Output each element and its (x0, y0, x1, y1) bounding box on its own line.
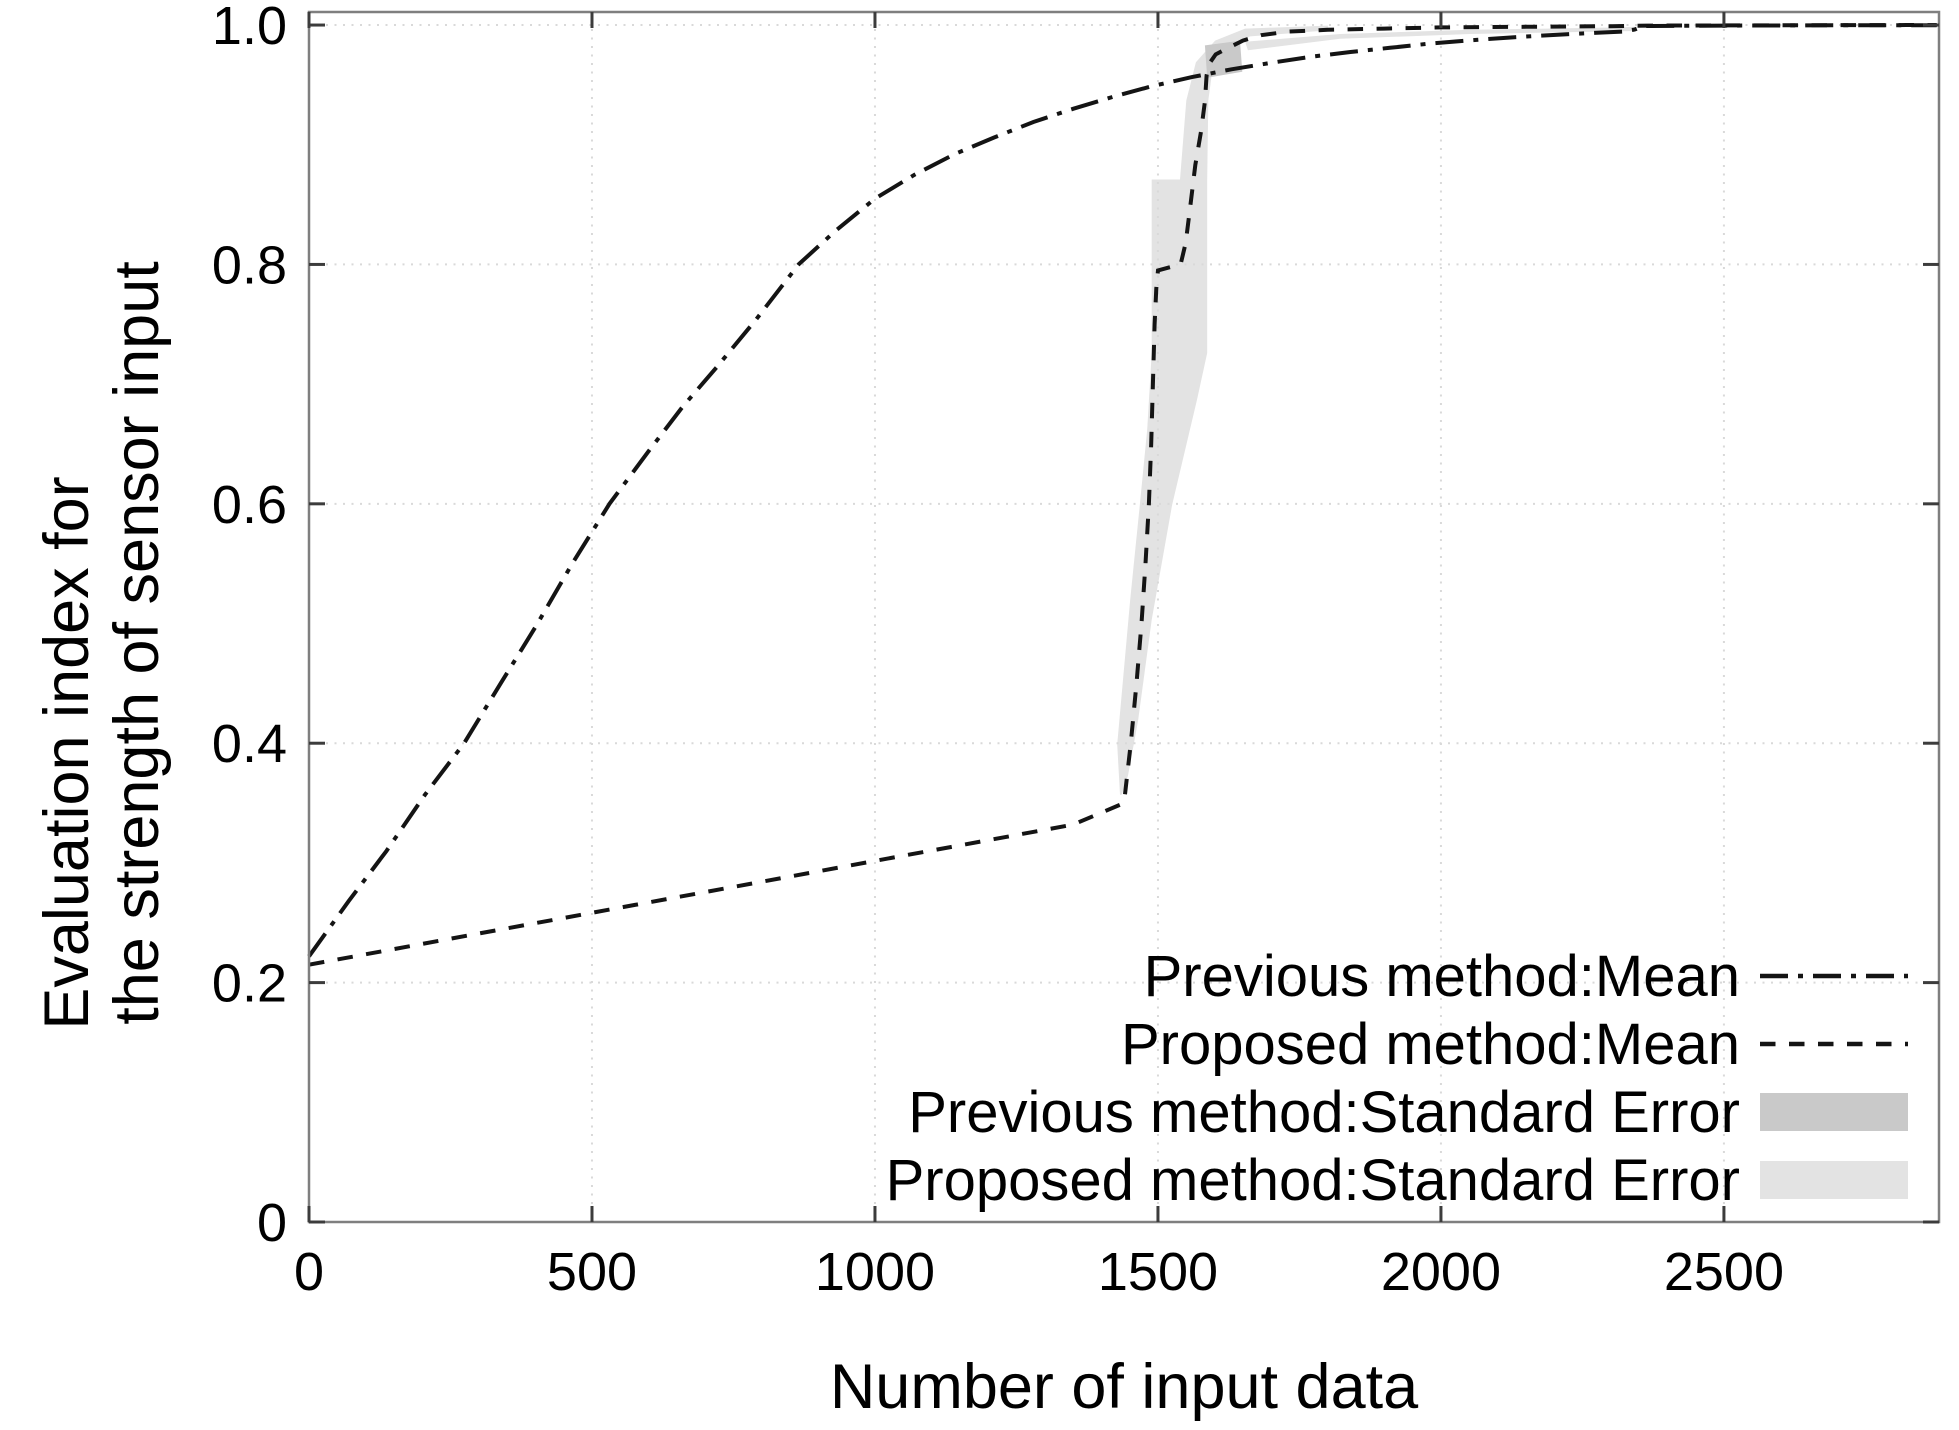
legend-entry: Previous method:Mean (1144, 944, 1908, 1009)
legend-entry: Proposed method:Mean (1121, 1012, 1908, 1077)
mean-curves (307, 23, 1937, 967)
y-tick-label: 1.0 (212, 0, 287, 56)
legend-entry: Previous method:Standard Error (908, 1080, 1908, 1145)
plot-frame (307, 10, 1941, 1224)
tick-labels: 0 500 1000 1500 2000 2500 0 0.2 0.4 0.6 0.8 1.0 (212, 0, 1784, 1302)
x-axis-title: Number of input data (830, 1352, 1419, 1422)
x-tick-label: 500 (547, 1242, 637, 1302)
gridlines (309, 12, 1939, 1222)
y-tick-label: 0 (257, 1193, 287, 1253)
legend-label: Previous method:Standard Error (908, 1080, 1740, 1145)
x-tick-label: 0 (294, 1242, 324, 1302)
legend-entry: Proposed method:Standard Error (886, 1148, 1908, 1213)
legend-sample-swatch (1760, 1093, 1908, 1131)
band-proposed-method-standard-error (1245, 26, 1636, 51)
legend-label: Proposed method:Mean (1121, 1012, 1740, 1077)
band-proposed-method-standard-error (1117, 25, 1328, 795)
legend-label: Proposed method:Standard Error (886, 1148, 1740, 1213)
x-tick-label: 2500 (1664, 1242, 1784, 1302)
x-tick-label: 2000 (1381, 1242, 1501, 1302)
axis-ticks (307, 12, 1939, 1224)
y-tick-label: 0.4 (212, 714, 287, 774)
curve-previous-method-mean (307, 23, 1937, 958)
y-tick-label: 0.6 (212, 475, 287, 535)
x-tick-label: 1000 (815, 1242, 935, 1302)
x-tick-label: 1500 (1098, 1242, 1218, 1302)
y-tick-label: 0.8 (212, 235, 287, 295)
curve-proposed-method-mean (308, 23, 1937, 967)
y-tick-label: 0.2 (212, 954, 287, 1014)
legend-label: Previous method:Mean (1144, 944, 1740, 1009)
standard-error-bands (1117, 25, 1636, 795)
plot-border (307, 10, 1941, 1224)
y-axis-title-line1: Evaluation index for (32, 476, 102, 1029)
y-axis-title-line2: the strength of sensor input (102, 261, 172, 1025)
legend-sample-swatch (1760, 1161, 1908, 1199)
